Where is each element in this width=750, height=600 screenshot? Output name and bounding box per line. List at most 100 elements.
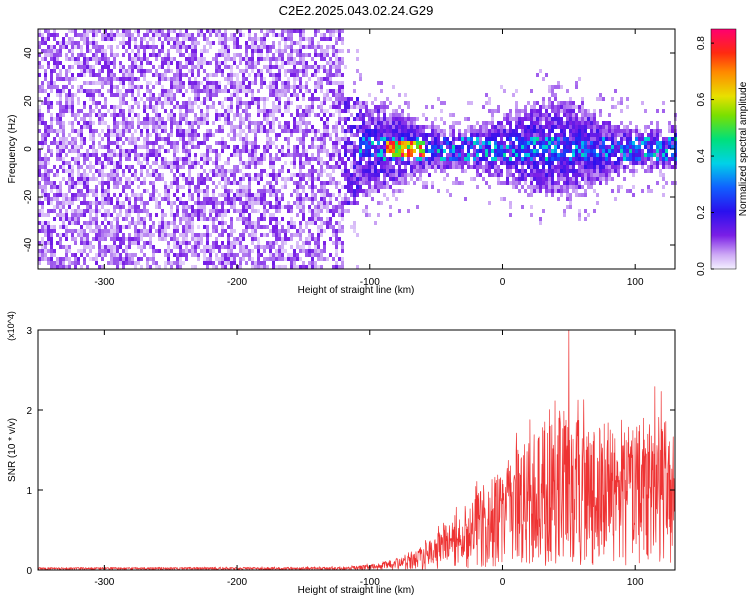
spectrogram-cell bbox=[131, 57, 134, 61]
spectrogram-cell bbox=[47, 97, 50, 101]
spectrogram-cell bbox=[386, 173, 389, 177]
spectrogram-cell bbox=[140, 233, 143, 237]
spectrogram-cell bbox=[176, 237, 179, 241]
spectrogram-cell bbox=[104, 197, 107, 201]
spectrogram-cell bbox=[284, 233, 287, 237]
spectrogram-cell bbox=[104, 253, 107, 257]
spectrogram-cell bbox=[92, 153, 95, 157]
spectrogram-cell bbox=[326, 73, 329, 77]
spectrogram-cell bbox=[266, 29, 269, 33]
spectrogram-cell bbox=[410, 133, 413, 137]
spectrogram-cell bbox=[59, 137, 62, 141]
spectrogram-cell bbox=[383, 137, 386, 141]
spectrogram-cell bbox=[338, 141, 341, 145]
spectrogram-cell bbox=[224, 193, 227, 197]
spectrogram-cell bbox=[125, 249, 128, 253]
spectrogram-cell bbox=[191, 197, 194, 201]
spectrogram-cell bbox=[335, 181, 338, 185]
spectrogram-cell bbox=[293, 161, 296, 165]
spectrogram-cell bbox=[305, 157, 308, 161]
spectrogram-cell bbox=[281, 153, 284, 157]
spectrogram-cell bbox=[53, 29, 56, 33]
spectrogram-cell bbox=[545, 73, 548, 77]
spectrogram-cell bbox=[308, 173, 311, 177]
spectrogram-cell bbox=[368, 141, 371, 145]
spectrogram-cell bbox=[197, 193, 200, 197]
spectrogram-cell bbox=[182, 117, 185, 121]
spectrogram-cell bbox=[44, 173, 47, 177]
spectrogram-cell bbox=[326, 129, 329, 133]
spectrogram-cell bbox=[512, 117, 515, 121]
spectrogram-cell bbox=[149, 225, 152, 229]
spectrogram-cell bbox=[275, 49, 278, 53]
spectrogram-cell bbox=[281, 33, 284, 37]
spectrogram-cell bbox=[302, 121, 305, 125]
spectrogram-cell bbox=[86, 225, 89, 229]
spectrogram-cell bbox=[533, 121, 536, 125]
spectrogram-cell bbox=[539, 133, 542, 137]
spectrogram-cell bbox=[131, 109, 134, 113]
spectrogram-cell bbox=[248, 253, 251, 257]
spectrogram-cell bbox=[443, 101, 446, 105]
spectrogram-cell bbox=[137, 105, 140, 109]
spectrogram-cell bbox=[164, 229, 167, 233]
spectrogram-cell bbox=[299, 257, 302, 261]
spectrogram-cell bbox=[533, 177, 536, 181]
spectrogram-cell bbox=[89, 65, 92, 69]
spectrogram-cell bbox=[227, 73, 230, 77]
spectrogram-cell bbox=[56, 53, 59, 57]
spectrogram-cell bbox=[311, 197, 314, 201]
spectrogram-cell bbox=[266, 69, 269, 73]
spectrogram-cell bbox=[53, 181, 56, 185]
spectrogram-cell bbox=[260, 157, 263, 161]
spectrogram-cell bbox=[62, 105, 65, 109]
spectrogram-cell bbox=[125, 213, 128, 217]
spectrogram-cell bbox=[116, 249, 119, 253]
spectrogram-cell bbox=[224, 37, 227, 41]
spectrogram-cell bbox=[290, 101, 293, 105]
spectrogram-cell bbox=[440, 153, 443, 157]
spectrogram-cell bbox=[305, 45, 308, 49]
spectrogram-cell bbox=[113, 125, 116, 129]
spectrogram-cell bbox=[371, 117, 374, 121]
spectrogram-cell bbox=[350, 153, 353, 157]
spectrogram-cell bbox=[71, 73, 74, 77]
spectrogram-cell bbox=[116, 201, 119, 205]
spectrogram-cell bbox=[329, 221, 332, 225]
spectrogram-cell bbox=[71, 201, 74, 205]
spectrogram-cell bbox=[467, 129, 470, 133]
spectrogram-cell bbox=[410, 169, 413, 173]
spectrogram-cell bbox=[92, 141, 95, 145]
spectrogram-cell bbox=[290, 73, 293, 77]
spectrogram-cell bbox=[218, 129, 221, 133]
spectrogram-cell bbox=[152, 73, 155, 77]
spectrogram-cell bbox=[320, 157, 323, 161]
spectrogram-cell bbox=[239, 57, 242, 61]
spectrogram-cell bbox=[365, 125, 368, 129]
spectrogram-cell bbox=[77, 73, 80, 77]
spectrogram-cell bbox=[236, 97, 239, 101]
spectrogram-cell bbox=[416, 205, 419, 209]
spectrogram-cell bbox=[47, 225, 50, 229]
spectrogram-cell bbox=[83, 249, 86, 253]
spectrogram-cell bbox=[62, 265, 65, 269]
spectrogram-cell bbox=[299, 165, 302, 169]
spectrogram-cell bbox=[524, 117, 527, 121]
spectrogram-cell bbox=[359, 101, 362, 105]
spectrogram-cell bbox=[386, 185, 389, 189]
spectrogram-cell bbox=[50, 53, 53, 57]
spectrogram-cell bbox=[65, 233, 68, 237]
spectrogram-cell bbox=[110, 69, 113, 73]
spectrogram-cell bbox=[488, 109, 491, 113]
spectrogram-cell bbox=[83, 105, 86, 109]
spectrogram-cell bbox=[221, 209, 224, 213]
spectrogram-cell bbox=[515, 177, 518, 181]
spectrogram-cell bbox=[317, 105, 320, 109]
spectrogram-cell bbox=[236, 253, 239, 257]
spectrogram-cell bbox=[77, 261, 80, 265]
spectrogram-cell bbox=[335, 265, 338, 269]
spectrogram-cell bbox=[71, 233, 74, 237]
spectrogram-cell bbox=[95, 193, 98, 197]
spectrogram-cell bbox=[485, 137, 488, 141]
spectrogram-cell bbox=[329, 29, 332, 33]
